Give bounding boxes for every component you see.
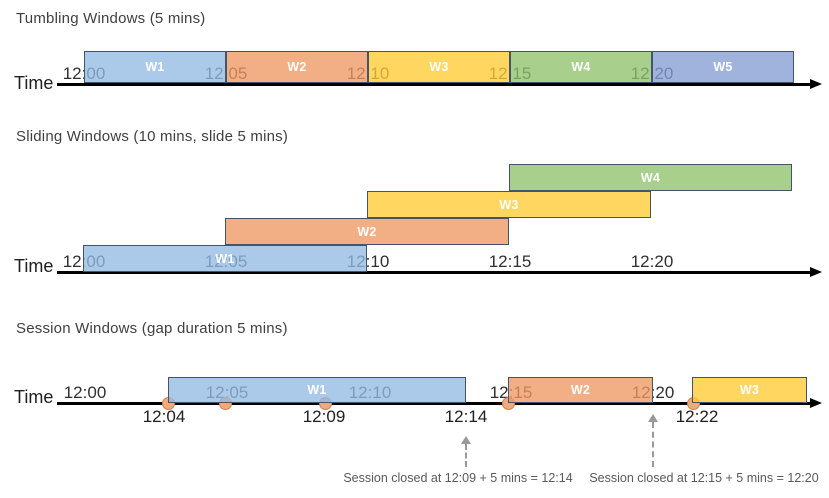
window-w4-tumbling-windows: W4 bbox=[510, 51, 652, 83]
section-title-sliding-windows: Sliding Windows (10 mins, slide 5 mins) bbox=[16, 128, 289, 145]
window-label: W4 bbox=[640, 170, 661, 185]
window-label: W5 bbox=[713, 60, 733, 74]
window-w1-session-windows: W1 bbox=[168, 377, 466, 403]
window-label: W2 bbox=[357, 224, 377, 239]
window-w3-session-windows: W3 bbox=[692, 377, 807, 403]
window-label: W3 bbox=[429, 60, 449, 74]
window-w1-tumbling-windows: W1 bbox=[84, 51, 226, 83]
event-time-label: 12:04 bbox=[142, 407, 186, 426]
time-axis-caption: Time bbox=[14, 73, 54, 93]
time-axis-caption: Time bbox=[14, 256, 54, 276]
window-w3-sliding-windows: W3 bbox=[367, 191, 651, 218]
window-w2-tumbling-windows: W2 bbox=[226, 51, 368, 83]
window-label: W1 bbox=[307, 383, 327, 397]
axis-arrowhead-icon bbox=[810, 266, 822, 277]
window-label: W3 bbox=[739, 383, 760, 397]
window-label: W4 bbox=[571, 60, 591, 74]
window-label: W2 bbox=[570, 383, 591, 397]
window-w3-tumbling-windows: W3 bbox=[368, 51, 510, 83]
window-w2-sliding-windows: W2 bbox=[225, 218, 509, 245]
window-label: W3 bbox=[499, 197, 519, 212]
section-title-session-windows: Session Windows (gap duration 5 mins) bbox=[16, 320, 288, 337]
window-w2-session-windows: W2 bbox=[508, 377, 653, 403]
section-title-tumbling-windows: Tumbling Windows (5 mins) bbox=[16, 10, 206, 27]
window-w1-sliding-windows: W1 bbox=[83, 245, 367, 272]
time-tick-label: 12:20 bbox=[630, 252, 674, 271]
dashed-arrow-line bbox=[652, 422, 654, 467]
up-arrowhead-icon bbox=[461, 436, 471, 444]
axis-arrowhead-icon bbox=[810, 78, 822, 89]
axis-arrowhead-icon bbox=[810, 397, 822, 408]
time-tick-label: 12:00 bbox=[63, 383, 107, 402]
window-label: W2 bbox=[287, 60, 307, 74]
time-axis-line bbox=[57, 83, 810, 86]
time-axis-line bbox=[57, 271, 810, 274]
session-close-annotation: Session closed at 12:09 + 5 mins = 12:14 bbox=[343, 471, 573, 485]
session-close-annotation: Session closed at 12:15 + 5 mins = 12:20 bbox=[589, 471, 819, 485]
dashed-arrow-line bbox=[465, 444, 467, 467]
up-arrowhead-icon bbox=[648, 414, 658, 422]
event-time-label: 12:14 bbox=[444, 407, 488, 426]
event-time-label: 12:22 bbox=[675, 407, 719, 426]
window-w4-sliding-windows: W4 bbox=[509, 164, 792, 191]
time-tick-label: 12:15 bbox=[488, 252, 532, 271]
event-time-label: 12:09 bbox=[302, 407, 346, 426]
window-w5-tumbling-windows: W5 bbox=[652, 51, 794, 83]
time-axis-line bbox=[57, 402, 810, 405]
window-label: W1 bbox=[215, 251, 235, 266]
window-label: W1 bbox=[145, 60, 165, 74]
time-axis-caption: Time bbox=[14, 387, 54, 407]
